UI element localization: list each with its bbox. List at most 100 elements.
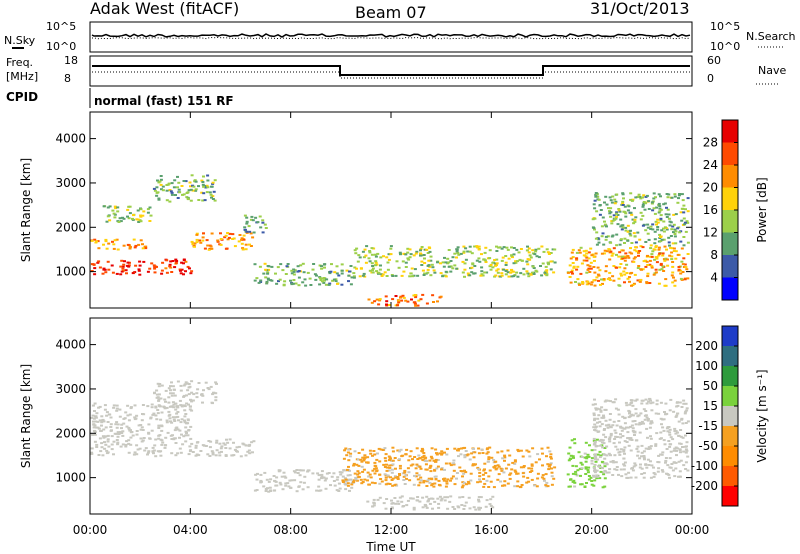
velocity-cell xyxy=(603,447,607,449)
velocity-cell xyxy=(396,449,400,452)
power-cell xyxy=(421,293,425,296)
velocity-cell xyxy=(146,405,150,408)
power-cell xyxy=(670,228,674,231)
power-cell xyxy=(653,248,657,251)
velocity-cell xyxy=(225,438,228,441)
velocity-cell xyxy=(545,455,548,458)
velocity-cell xyxy=(431,507,434,510)
velocity-cell xyxy=(593,469,597,471)
power-cell xyxy=(172,186,176,189)
velocity-cell xyxy=(352,481,356,483)
power-cell xyxy=(92,263,96,266)
power-cell xyxy=(165,199,169,202)
power-cell xyxy=(608,212,612,215)
power-cell xyxy=(623,205,627,208)
power-cell xyxy=(216,239,220,242)
power-cell xyxy=(671,225,675,228)
velocity-cell xyxy=(297,485,301,488)
velocity-cell xyxy=(477,500,481,503)
power-cell xyxy=(478,260,482,263)
colorbar-tick-label: -100 xyxy=(691,459,718,473)
velocity-cell xyxy=(384,479,388,482)
power-cell xyxy=(131,272,135,275)
power-cell xyxy=(473,272,477,275)
velocity-cell xyxy=(477,447,481,450)
power-cell xyxy=(632,260,636,263)
power-cell xyxy=(233,245,237,248)
power-cell xyxy=(620,224,624,227)
velocity-cell xyxy=(324,477,328,480)
power-cell xyxy=(367,298,371,301)
velocity-cell xyxy=(645,416,649,419)
power-cell xyxy=(249,245,253,247)
power-cell xyxy=(203,247,207,250)
power-cell xyxy=(477,245,481,248)
velocity-cell xyxy=(185,382,189,385)
power-cell xyxy=(636,279,640,282)
power-cell xyxy=(468,245,472,248)
velocity-cell xyxy=(413,456,417,458)
power-cell xyxy=(658,233,662,236)
power-cell xyxy=(170,271,174,273)
velocity-cell xyxy=(179,451,183,454)
velocity-cell xyxy=(605,445,609,448)
power-cell xyxy=(608,271,612,274)
velocity-cell xyxy=(190,391,194,394)
power-cell xyxy=(651,223,655,226)
power-cell xyxy=(641,268,645,271)
cpid-label: CPID xyxy=(6,90,38,104)
velocity-cell xyxy=(185,402,189,405)
velocity-cell xyxy=(179,384,183,387)
power-cell xyxy=(431,266,435,269)
power-cell xyxy=(385,275,389,277)
velocity-cell xyxy=(590,449,594,452)
power-cell xyxy=(385,303,388,306)
velocity-cell xyxy=(549,462,553,465)
power-cell xyxy=(190,240,194,243)
power-cell xyxy=(646,223,650,226)
power-cell xyxy=(666,196,670,199)
power-cell xyxy=(335,265,339,268)
power-cell xyxy=(197,199,201,201)
velocity-cell xyxy=(568,446,572,449)
velocity-cell xyxy=(417,454,421,457)
velocity-cell xyxy=(407,459,411,462)
power-cell xyxy=(674,242,678,245)
velocity-cell xyxy=(122,422,126,425)
freq-label-line1: Freq. xyxy=(6,56,33,69)
power-cell xyxy=(443,256,446,259)
velocity-cell xyxy=(219,447,223,450)
velocity-cell xyxy=(182,394,186,397)
power-cell xyxy=(597,274,601,277)
velocity-cell xyxy=(381,449,385,451)
power-cell xyxy=(153,189,157,192)
y-tick-label: 1000 xyxy=(55,265,86,279)
power-cell xyxy=(646,232,650,235)
velocity-cell xyxy=(477,506,481,509)
velocity-cell xyxy=(583,486,587,488)
velocity-cell xyxy=(292,470,296,473)
velocity-cell xyxy=(386,474,390,477)
power-cell xyxy=(489,268,493,271)
power-cell xyxy=(93,267,97,270)
velocity-cell xyxy=(372,501,376,504)
velocity-cell xyxy=(685,449,689,452)
velocity-cell xyxy=(165,406,169,409)
velocity-cell xyxy=(438,495,442,498)
power-cell xyxy=(347,280,350,283)
power-cell xyxy=(177,181,181,184)
velocity-cell xyxy=(603,408,607,411)
velocity-cell xyxy=(428,459,432,462)
velocity-cell xyxy=(443,451,446,454)
velocity-cell xyxy=(657,467,661,470)
power-cell xyxy=(261,221,265,224)
velocity-cell xyxy=(346,479,350,482)
velocity-cell xyxy=(472,456,476,459)
power-cell xyxy=(102,243,105,246)
velocity-cell xyxy=(571,455,575,458)
velocity-cell xyxy=(185,432,188,434)
power-cell xyxy=(534,250,538,253)
velocity-cell xyxy=(189,425,193,428)
velocity-cell xyxy=(420,447,424,450)
velocity-cell xyxy=(634,476,638,479)
